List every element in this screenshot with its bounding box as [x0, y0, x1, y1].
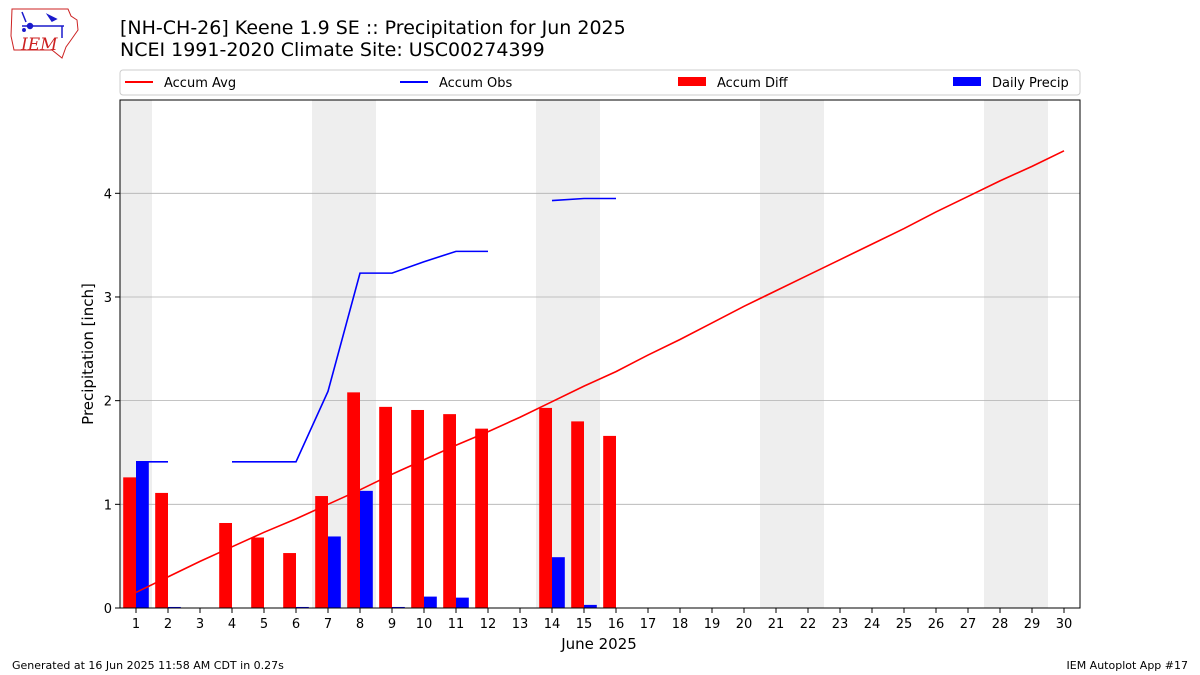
- accum-diff-bar-day-16: [603, 435, 616, 608]
- accum-diff-bar-day-14: [539, 407, 552, 608]
- legend-label-accum-avg: Accum Avg: [164, 76, 236, 91]
- accum-diff-bar-day-1: [123, 477, 136, 608]
- x-tick-label-10: 10: [416, 617, 433, 632]
- accum-diff-bar-day-7: [315, 496, 328, 608]
- chart-subtitle: NCEI 1991-2020 Climate Site: USC00274399: [120, 39, 545, 61]
- y-tick-label-0: 0: [104, 602, 112, 617]
- daily-precip-bar-day-1: [136, 461, 149, 608]
- accum-obs-line-segment-2: [232, 250, 488, 463]
- x-tick-label-9: 9: [388, 617, 396, 632]
- x-axis-label: June 2025: [560, 635, 637, 653]
- chart-title: [NH-CH-26] Keene 1.9 SE :: Precipitation…: [120, 17, 626, 39]
- plot-frame: [119, 99, 1081, 609]
- legend-swatch-daily-precip: [953, 77, 981, 86]
- state-outline-shape: [10, 8, 79, 59]
- legend: Accum Avg Accum Obs Accum Diff Daily Precip: [119, 69, 1081, 96]
- x-tick-label-14: 14: [544, 617, 561, 632]
- legend-label-daily-precip: Daily Precip: [992, 76, 1069, 91]
- x-tick-label-25: 25: [896, 617, 913, 632]
- daily-precip-bar-day-6: [296, 606, 309, 608]
- x-tick-label-29: 29: [1024, 617, 1041, 632]
- footer-app-text: IEM Autoplot App #17: [1066, 659, 1189, 672]
- accum-diff-bar-day-15: [571, 421, 584, 608]
- x-tick-label-7: 7: [324, 617, 332, 632]
- x-tick-label-12: 12: [480, 617, 497, 632]
- legend-swatch-accum-diff: [678, 77, 706, 86]
- weather-instrument-icon: [21, 11, 64, 38]
- accum-diff-bar-day-2: [155, 492, 168, 608]
- x-tick-label-6: 6: [292, 617, 300, 632]
- weekend-shade-day-28: [984, 100, 1016, 608]
- x-tick-label-30: 30: [1056, 617, 1073, 632]
- accum-avg-line-segment-1: [135, 150, 1065, 594]
- x-tick-label-19: 19: [704, 617, 721, 632]
- y-tick-label-3: 3: [104, 291, 112, 306]
- accum-diff-bar-day-9: [379, 406, 392, 608]
- x-tick-label-17: 17: [640, 617, 657, 632]
- x-tick-label-3: 3: [196, 617, 204, 632]
- x-tick-label-15: 15: [576, 617, 593, 632]
- accum-diff-bar-day-6: [283, 553, 296, 608]
- weekend-shade-day-21: [760, 100, 792, 608]
- iem-logo: IEM: [10, 8, 79, 59]
- x-tick-label-8: 8: [356, 617, 364, 632]
- legend-label-accum-obs: Accum Obs: [439, 76, 512, 91]
- daily-precip-bar-day-14: [552, 557, 565, 608]
- daily-precip-bar-day-7: [328, 536, 341, 608]
- accum-diff-bar-day-5: [251, 537, 264, 608]
- grid-lines: [120, 192, 1080, 505]
- footer-generated-text: Generated at 16 Jun 2025 11:58 AM CDT in…: [12, 659, 284, 672]
- x-tick-label-26: 26: [928, 617, 945, 632]
- bars: [123, 392, 616, 608]
- x-tick-label-28: 28: [992, 617, 1009, 632]
- daily-precip-bar-day-2: [168, 606, 181, 608]
- accum-diff-bar-day-8: [347, 392, 360, 608]
- legend-label-accum-diff: Accum Diff: [717, 76, 789, 91]
- y-axis-label: Precipitation [inch]: [79, 283, 97, 425]
- daily-precip-bar-day-8: [360, 490, 373, 608]
- x-tick-label-2: 2: [164, 617, 172, 632]
- x-tick-label-23: 23: [832, 617, 849, 632]
- daily-precip-bar-day-15: [584, 604, 597, 608]
- y-tick-label-1: 1: [104, 498, 112, 513]
- accum-diff-bar-day-11: [443, 414, 456, 608]
- x-tick-label-5: 5: [260, 617, 268, 632]
- lines: [135, 150, 1065, 594]
- weekend-shade-day-22: [792, 100, 824, 608]
- x-tick-label-21: 21: [768, 617, 785, 632]
- accum-diff-bar-day-4: [219, 522, 232, 608]
- accum-obs-line-segment-3: [551, 197, 616, 202]
- x-tick-label-13: 13: [512, 617, 529, 632]
- legend-box: [119, 69, 1081, 96]
- x-tick-label-11: 11: [448, 617, 465, 632]
- daily-precip-bar-day-10: [424, 596, 437, 608]
- x-tick-label-4: 4: [228, 617, 236, 632]
- x-tick-label-20: 20: [736, 617, 753, 632]
- x-axis: 1 2 3 4 5 6 7 8 9 10 11 12 13 14 15 16 17 18 19 20 21 22 23 24 2…: [132, 608, 1072, 632]
- accum-diff-bar-day-12: [475, 428, 488, 608]
- weekend-shade-day-29: [1016, 100, 1048, 608]
- x-tick-label-1: 1: [132, 617, 140, 632]
- accum-diff-bar-day-10: [411, 409, 424, 608]
- x-tick-label-16: 16: [608, 617, 625, 632]
- logo-text: IEM: [20, 35, 58, 55]
- x-tick-label-18: 18: [672, 617, 689, 632]
- x-tick-label-27: 27: [960, 617, 977, 632]
- y-tick-label-2: 2: [104, 395, 112, 410]
- x-tick-label-24: 24: [864, 617, 881, 632]
- x-tick-label-22: 22: [800, 617, 817, 632]
- daily-precip-bar-day-11: [456, 597, 469, 608]
- y-axis: 0 1 2 3 4: [104, 187, 120, 617]
- y-tick-label-4: 4: [104, 187, 112, 202]
- daily-precip-bar-day-9: [392, 606, 405, 608]
